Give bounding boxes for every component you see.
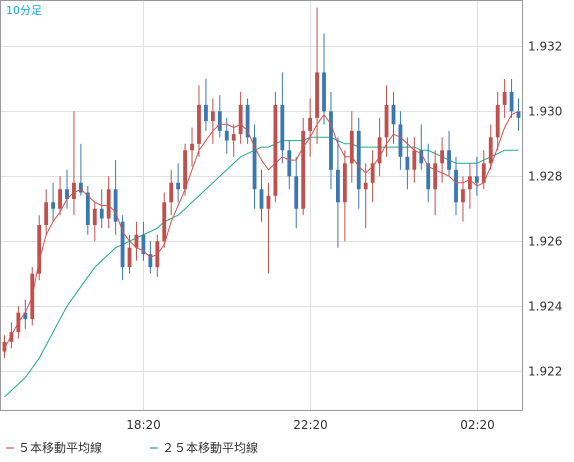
candle-body: [454, 169, 458, 203]
legend-ma5-label: ５本移動平均線: [18, 440, 102, 455]
candle-body: [322, 72, 326, 112]
y-tick-label: 1.926: [528, 235, 562, 249]
candle-body: [419, 150, 424, 164]
candle-body: [183, 150, 187, 190]
candle-body: [259, 189, 264, 209]
candle-body: [287, 150, 292, 177]
candle-body: [210, 111, 215, 122]
y-tick-label: 1.930: [528, 105, 562, 119]
candle-body: [106, 189, 111, 219]
candle-body: [134, 234, 139, 248]
candle-body: [204, 104, 208, 122]
candle-body: [447, 150, 451, 170]
y-tick-label: 1.928: [528, 170, 562, 184]
ma25-layer: [4, 136, 519, 398]
ma25-line: [4, 136, 519, 398]
candle-body: [113, 189, 118, 222]
candle-body: [440, 150, 445, 164]
candle-body: [99, 208, 104, 219]
candle-body: [120, 221, 125, 268]
candle-body: [44, 202, 49, 225]
candle-body: [2, 341, 7, 352]
candle-body: [92, 208, 97, 225]
candle-body: [266, 195, 271, 209]
candle-body: [433, 163, 438, 190]
candle-body: [301, 130, 306, 209]
candle-body: [9, 332, 14, 342]
candle-body: [65, 189, 69, 200]
x-tick-label: 02:20: [460, 418, 495, 432]
grid-layer: [1, 1, 522, 410]
ma5-layer: [4, 110, 519, 349]
candle-body: [294, 176, 299, 209]
x-axis-labels: 18:20 22:20 02:20: [126, 418, 495, 432]
candle-body: [426, 163, 431, 190]
candle-body: [231, 134, 236, 141]
candle-body: [502, 91, 507, 105]
candle-body: [412, 150, 417, 170]
y-tick-label: 1.924: [528, 300, 562, 314]
candle-body: [467, 176, 472, 190]
candle-body: [308, 117, 313, 131]
interval-label: 10分足: [6, 4, 42, 17]
candle-body: [162, 202, 167, 242]
candle-body: [370, 163, 375, 183]
candle-body: [398, 124, 403, 157]
ma5-line: [4, 110, 519, 349]
candle-body: [176, 182, 181, 190]
legend: ５本移動平均線 ２５本移動平均線: [6, 440, 258, 455]
candle-body: [391, 104, 396, 125]
candle-body: [405, 156, 410, 170]
y-axis-labels: 1.922 1.924 1.926 1.928 1.930 1.932: [528, 40, 562, 379]
candle-body: [516, 111, 521, 118]
candle-body: [280, 104, 285, 151]
candle-body: [85, 192, 90, 225]
candle-body: [37, 224, 42, 274]
candle-body: [377, 137, 382, 164]
candle-body: [127, 247, 132, 268]
y-tick-label: 1.922: [528, 365, 562, 379]
x-tick-label: 22:20: [293, 418, 328, 432]
x-tick-label: 18:20: [126, 418, 161, 432]
candle-body: [474, 176, 479, 183]
candle-body: [252, 137, 257, 190]
y-tick-label: 1.932: [528, 40, 562, 54]
candle-body: [51, 202, 56, 209]
candle-body: [141, 234, 146, 255]
candle-body: [363, 182, 368, 190]
candle-body: [336, 169, 340, 203]
candle-body: [72, 182, 76, 200]
candle-body: [169, 182, 174, 203]
plot-frame: [0, 0, 523, 411]
candle-body: [329, 111, 333, 170]
candle-body: [349, 130, 354, 164]
candle-body: [197, 104, 201, 144]
candle-body: [217, 111, 222, 131]
candle-body: [356, 130, 361, 190]
candle-body: [481, 163, 486, 183]
candle-body: [488, 137, 493, 164]
candle-body: [23, 312, 28, 320]
candle-body: [238, 104, 243, 135]
candle-body: [245, 104, 250, 138]
candle-body: [495, 104, 500, 138]
candle-body: [58, 189, 62, 209]
candle-body: [384, 104, 389, 138]
candle-body: [509, 91, 514, 112]
candle-body: [190, 143, 194, 151]
candle-body: [148, 254, 153, 268]
candle-body: [315, 72, 319, 118]
candle-body: [78, 182, 83, 193]
candle-body: [342, 163, 347, 203]
candle-body: [461, 189, 465, 203]
legend-ma25-label: ２５本移動平均線: [162, 440, 258, 455]
candle-body: [224, 130, 229, 141]
candle-body: [273, 104, 278, 196]
